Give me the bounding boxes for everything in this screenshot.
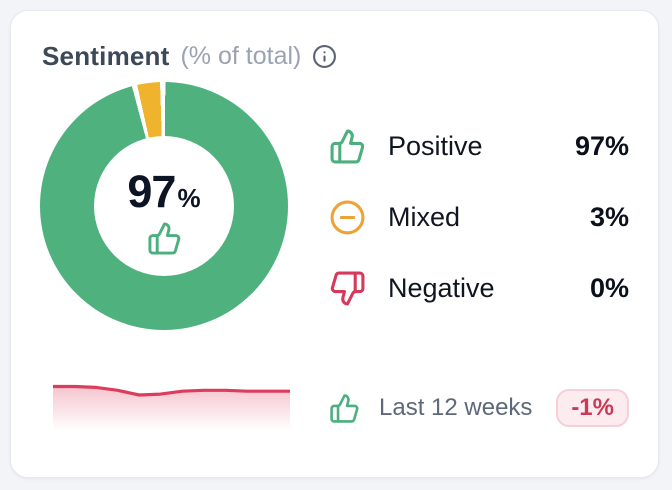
thumbs-up-icon [329,393,360,424]
legend-label: Positive [388,130,483,161]
circle-minus-icon [329,199,366,236]
card-header: Sentiment (% of total) [42,41,337,72]
legend-row-mixed: Mixed 3% [329,193,629,241]
thumbs-down-icon [329,270,366,307]
legend-value: 0% [589,272,629,303]
legend-value: 97% [574,130,629,161]
trend-period-label: Last 12 weeks [379,394,533,421]
trend-change-badge: -1% [556,388,629,428]
header-subtitle: (% of total) [180,42,302,70]
legend-row-negative: Negative 0% [329,264,629,312]
donut-hole: 97 % [94,136,234,276]
donut-center-value: 97 [127,166,176,217]
legend-label: Negative [388,272,495,303]
legend-value: 3% [589,201,629,232]
trend-sparkline [53,384,290,433]
page-title: Sentiment [42,41,170,71]
trend-row: Last 12 weeks -1% [329,386,629,430]
thumbs-up-icon [329,128,366,165]
sentiment-card: Sentiment (% of total) 97 % Positive 97% [10,10,659,478]
info-icon[interactable] [312,44,337,69]
sentiment-legend: Positive 97% Mixed 3% Negative 0% [329,122,629,312]
donut-chart: 97 % [40,82,288,330]
donut-center-unit: % [177,183,201,213]
donut-center-label: 97 % [127,166,200,218]
legend-row-positive: Positive 97% [329,122,629,170]
legend-label: Mixed [388,201,461,232]
sparkline-line [53,384,290,397]
thumbs-up-icon [147,221,182,256]
sparkline-area [53,386,290,433]
